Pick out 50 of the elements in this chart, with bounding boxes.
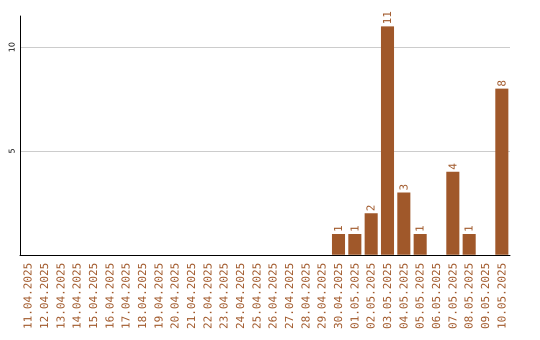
x-tick-label: 18.04.2025 [136, 262, 149, 330]
x-tick-label: 20.04.2025 [168, 262, 182, 330]
x-tick-label: 04.05.2025 [397, 262, 410, 330]
data-label: 8 [495, 80, 508, 87]
data-label: 1 [462, 225, 476, 232]
x-tick-label: 01.05.2025 [348, 262, 362, 330]
x-tick-label: 24.04.2025 [234, 262, 247, 330]
x-tick-label: 28.04.2025 [299, 262, 312, 330]
data-label: 1 [414, 225, 427, 232]
x-tick-label: 11.04.2025 [22, 262, 35, 330]
x-tick-label: 10.05.2025 [495, 262, 508, 330]
x-tick-label: 22.04.2025 [201, 262, 214, 330]
data-label: 1 [332, 225, 345, 232]
bar [397, 192, 410, 255]
x-tick-label: 03.05.2025 [381, 262, 394, 330]
x-tick-label: 26.04.2025 [266, 262, 280, 330]
x-tick-label: 16.04.2025 [103, 262, 116, 330]
data-label: 1 [348, 225, 362, 232]
bar [364, 213, 378, 255]
data-label: 4 [446, 162, 460, 170]
x-tick-label: 21.04.2025 [185, 262, 198, 330]
x-tick-label: 08.05.2025 [462, 262, 476, 330]
x-tick-label: 09.05.2025 [479, 262, 492, 330]
x-tick-label: 02.05.2025 [364, 262, 378, 330]
bar [446, 172, 460, 255]
x-tick-label: 14.04.2025 [70, 262, 84, 330]
x-tick-label: 06.05.2025 [430, 262, 443, 330]
y-tick-label: 5 [8, 148, 16, 154]
data-label: 11 [381, 11, 394, 24]
bar [495, 88, 508, 255]
bar [380, 26, 394, 255]
bar [348, 234, 362, 255]
x-tick-label: 12.04.2025 [38, 262, 51, 330]
x-tick-label: 13.04.2025 [54, 262, 68, 330]
bar [462, 234, 476, 255]
x-tick-label: 07.05.2025 [446, 262, 460, 330]
x-tick-label: 29.04.2025 [316, 262, 329, 330]
x-tick-label: 19.04.2025 [152, 262, 166, 330]
data-label: 3 [397, 184, 410, 190]
x-tick-label: 17.04.2025 [120, 262, 133, 330]
bar [332, 234, 346, 255]
bar [414, 234, 427, 255]
x-tick-label: 27.04.2025 [283, 262, 296, 330]
x-tick-label: 25.04.2025 [250, 262, 264, 330]
data-label: 2 [364, 204, 378, 212]
y-tick-label: 10 [8, 42, 16, 52]
x-tick-label: 05.05.2025 [414, 262, 427, 330]
x-tick-label: 30.04.2025 [332, 262, 345, 330]
x-tick-label: 15.04.2025 [87, 262, 100, 330]
x-tick-label: 23.04.2025 [218, 262, 231, 330]
